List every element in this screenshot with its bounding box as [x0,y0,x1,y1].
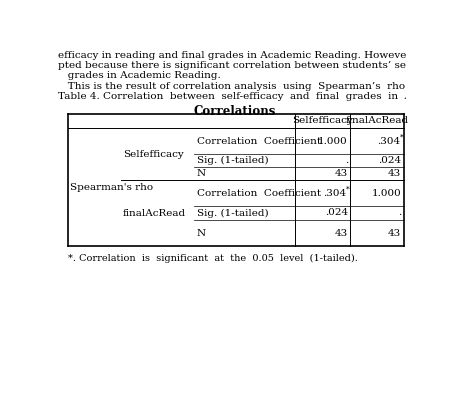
Text: grades in Academic Reading.: grades in Academic Reading. [58,71,221,80]
Text: Correlation  Coefficient: Correlation Coefficient [197,189,321,198]
Text: Sig. (1-tailed): Sig. (1-tailed) [197,156,268,165]
Text: 1.000: 1.000 [318,136,348,145]
Text: This is the result of correlation analysis  using  Spearman’s  rho  correlation.: This is the result of correlation analys… [58,82,451,91]
Text: N: N [197,169,206,178]
Text: 43: 43 [388,228,401,237]
Text: Spearman's rho: Spearman's rho [70,183,153,192]
Text: efficacy in reading and final grades in Academic Reading. However, if p<0.05, H1: efficacy in reading and final grades in … [58,51,451,60]
Text: *: * [346,186,350,194]
Text: Correlation  Coefficient: Correlation Coefficient [197,136,321,145]
Text: 1.000: 1.000 [372,189,401,198]
Text: .024: .024 [378,156,401,165]
Text: Table 4. Correlation  between  self-efficacy  and  final  grades  in  Academic  : Table 4. Correlation between self-effica… [58,92,451,101]
Text: .304: .304 [323,189,346,198]
Text: finalAcRead: finalAcRead [123,209,186,218]
Text: pted because there is significant correlation between students’ self-efficacy in: pted because there is significant correl… [58,61,451,70]
Text: *: * [400,134,404,141]
Text: finalAcRead: finalAcRead [345,117,409,126]
Text: 43: 43 [335,169,348,178]
Text: Selfefficacy: Selfefficacy [123,149,184,159]
Text: Selfefficacy: Selfefficacy [292,117,353,126]
Text: 43: 43 [335,228,348,237]
Text: .304: .304 [377,136,400,145]
Text: .: . [345,156,348,165]
Text: .024: .024 [325,209,348,217]
Text: .: . [398,209,401,217]
Text: Correlations: Correlations [193,105,276,118]
Text: Sig. (1-tailed): Sig. (1-tailed) [197,209,268,217]
Text: *. Correlation  is  significant  at  the  0.05  level  (1-tailed).: *. Correlation is significant at the 0.0… [68,254,358,263]
Text: 43: 43 [388,169,401,178]
Text: N: N [197,228,206,237]
